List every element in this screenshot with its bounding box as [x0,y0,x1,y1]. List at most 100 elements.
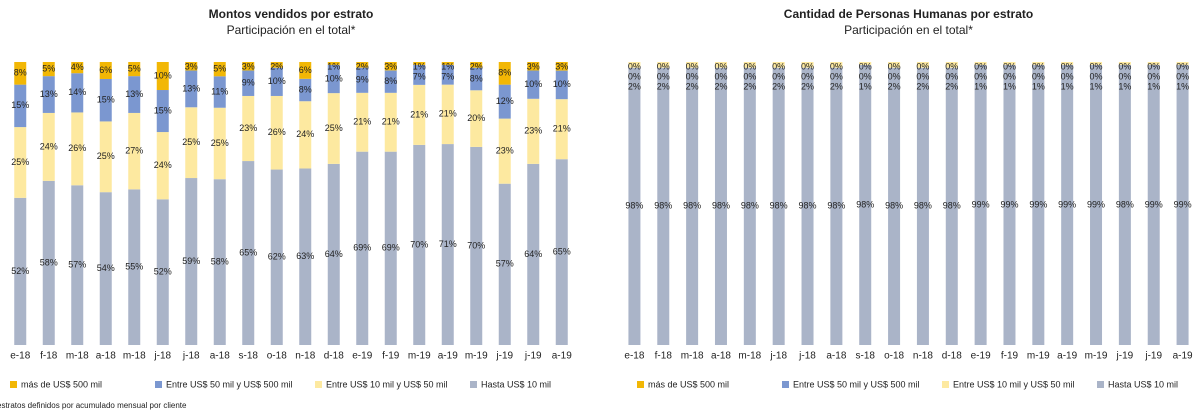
x-tick-label: f-18 [40,351,58,362]
bar-segment [743,62,756,68]
data-label: 0% [686,61,699,71]
bar-segment [1176,64,1189,345]
data-label: 98% [625,201,643,211]
data-label: 98% [827,201,845,211]
bar-segment [270,67,283,96]
legend-label: más de US$ 500 mil [648,379,729,389]
bar-segment [772,67,785,345]
bar-segment [714,67,727,345]
data-label: 23% [496,146,514,156]
bar-segment [185,178,198,345]
x-tick-label: f-19 [1001,351,1019,362]
data-label: 2% [743,81,756,91]
bar-segment [270,169,283,345]
bar-segment [1032,64,1045,345]
x-tick-label: a-18 [711,351,731,362]
data-label: 0% [1118,61,1131,71]
data-label: 2% [888,81,901,91]
legend-label: Hasta US$ 10 mil [481,379,551,389]
data-label: 58% [211,256,229,266]
bar-segment [71,112,84,186]
data-label: 1% [1118,81,1131,91]
bar-segment [441,64,454,85]
data-label: 1% [859,81,872,91]
bar-segment [686,67,699,345]
data-label: 0% [974,61,987,71]
bar-segment [356,62,369,68]
x-tick-label: j-18 [769,351,787,362]
data-label: 98% [914,201,932,211]
legend-swatch [782,381,789,388]
data-label: 0% [743,61,756,71]
data-label: 99% [1145,199,1163,209]
data-label: 0% [686,71,699,81]
x-tick-label: a-18 [826,351,846,362]
bar-segment [555,159,568,345]
data-label: 0% [772,61,785,71]
data-label: 62% [268,252,286,262]
bar-segment [384,62,397,71]
data-label: 23% [524,126,542,136]
data-label: 0% [657,71,670,81]
data-label: 3% [242,61,255,71]
data-label: 24% [40,141,58,151]
bar-segment [1147,62,1160,65]
data-label: 98% [741,201,759,211]
data-label: 0% [772,71,785,81]
x-tick-label: j-19 [1116,351,1134,362]
bar-segment [859,64,872,346]
data-label: 57% [68,260,86,270]
data-label: 8% [14,68,27,78]
legend-swatch [315,381,322,388]
data-label: 10% [553,79,571,89]
bar-segment [356,92,369,152]
data-label: 1% [1032,81,1045,91]
data-label: 6% [299,65,312,75]
data-label: 69% [382,243,400,253]
x-tick-label: s-18 [855,351,875,362]
data-label: 52% [11,266,29,276]
bar-segment [128,189,141,345]
data-label: 2% [270,61,283,71]
bar-segment [185,70,198,108]
data-label: 0% [1118,71,1131,81]
data-label: 70% [467,240,485,250]
legend-label: Entre US$ 50 mil y US$ 500 mil [166,379,293,389]
data-label: 15% [154,105,172,115]
bar-segment [99,192,112,345]
data-label: 55% [125,262,143,272]
data-label: 99% [1174,199,1192,209]
data-label: 5% [128,63,141,73]
data-label: 0% [1176,61,1189,71]
bar-segment [974,62,987,65]
data-label: 2% [628,81,641,91]
bar-segment [42,76,55,113]
x-tick-label: a-18 [96,351,116,362]
data-label: 26% [268,127,286,137]
bar-segment [384,70,397,93]
legend-label: Entre US$ 10 mil y US$ 50 mil [326,379,448,389]
bar-segment [413,62,426,65]
data-label: 0% [1176,71,1189,81]
bar-segment [657,67,670,345]
x-tick-label: f-18 [655,351,673,362]
x-tick-label: e-19 [971,351,991,362]
data-label: 3% [555,61,568,71]
data-label: 0% [888,61,901,71]
legend-label: Entre US$ 10 mil y US$ 50 mil [953,379,1075,389]
x-tick-label: a-19 [438,351,458,362]
data-label: 10% [524,79,542,89]
data-label: 25% [97,151,115,161]
x-tick-label: o-18 [267,351,287,362]
data-label: 65% [553,246,571,256]
data-label: 0% [830,71,843,81]
bar-segment [1061,64,1074,345]
data-label: 21% [410,109,428,119]
footnote: estratos definidos por acumulado mensual… [0,401,187,410]
bar-segment [555,99,568,160]
legend-label: más de US$ 500 mil [21,379,102,389]
bar-segment [213,62,226,77]
data-label: 15% [97,95,115,105]
bar-segment [470,67,483,91]
